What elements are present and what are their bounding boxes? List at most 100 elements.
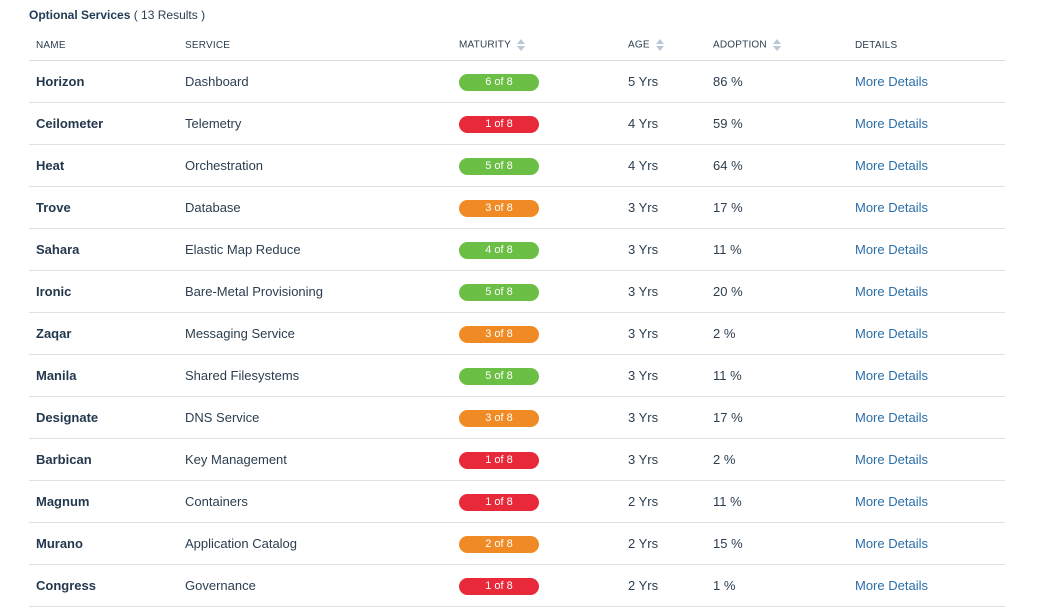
details-cell: More Details xyxy=(848,228,1005,271)
service-age: 2 Yrs xyxy=(621,564,706,607)
adoption-rate: 17 % xyxy=(706,396,848,439)
more-details-link[interactable]: More Details xyxy=(855,200,928,215)
adoption-rate: 17 % xyxy=(706,186,848,229)
more-details-link[interactable]: More Details xyxy=(855,494,928,509)
more-details-link[interactable]: More Details xyxy=(855,158,928,173)
table-row: Zaqar Messaging Service 3 of 8 3 Yrs 2 % More… xyxy=(29,312,1005,355)
more-details-link[interactable]: More Details xyxy=(855,536,928,551)
adoption-rate: 11 % xyxy=(706,228,848,271)
details-cell: More Details xyxy=(848,102,1005,145)
service-name: Murano xyxy=(29,522,178,565)
service-type: Containers xyxy=(178,480,452,523)
service-age: 3 Yrs xyxy=(621,354,706,397)
adoption-rate: 64 % xyxy=(706,144,848,187)
maturity-cell: 1 of 8 xyxy=(452,480,621,523)
column-header-service: SERVICE xyxy=(178,30,452,61)
column-header-details-label: DETAILS xyxy=(855,39,898,51)
sort-icon[interactable] xyxy=(772,39,781,51)
adoption-rate: 20 % xyxy=(706,270,848,313)
section-title: Optional Services xyxy=(29,8,131,22)
service-type: Database xyxy=(178,186,452,229)
column-header-age[interactable]: AGE xyxy=(621,30,706,61)
maturity-cell: 3 of 8 xyxy=(452,312,621,355)
service-name: Manila xyxy=(29,354,178,397)
table-body: Horizon Dashboard 6 of 8 5 Yrs 86 % More Deta… xyxy=(29,60,1005,607)
more-details-link[interactable]: More Details xyxy=(855,368,928,383)
details-cell: More Details xyxy=(848,312,1005,355)
column-header-name-label: NAME xyxy=(36,39,66,51)
service-name: Magnum xyxy=(29,480,178,523)
service-type: Application Catalog xyxy=(178,522,452,565)
maturity-badge: 1 of 8 xyxy=(459,577,539,595)
table-row: Designate DNS Service 3 of 8 3 Yrs 17 % More … xyxy=(29,396,1005,439)
service-age: 3 Yrs xyxy=(621,228,706,271)
service-name: Zaqar xyxy=(29,312,178,355)
sort-icon[interactable] xyxy=(655,39,664,51)
more-details-link[interactable]: More Details xyxy=(855,578,928,593)
service-age: 2 Yrs xyxy=(621,480,706,523)
service-age: 3 Yrs xyxy=(621,186,706,229)
service-type: Governance xyxy=(178,564,452,607)
details-cell: More Details xyxy=(848,144,1005,187)
service-type: Telemetry xyxy=(178,102,452,145)
service-type: Bare-Metal Provisioning xyxy=(178,270,452,313)
details-cell: More Details xyxy=(848,270,1005,313)
maturity-cell: 3 of 8 xyxy=(452,186,621,229)
maturity-cell: 3 of 8 xyxy=(452,396,621,439)
maturity-cell: 4 of 8 xyxy=(452,228,621,271)
details-cell: More Details xyxy=(848,438,1005,481)
adoption-rate: 11 % xyxy=(706,354,848,397)
details-cell: More Details xyxy=(848,354,1005,397)
more-details-link[interactable]: More Details xyxy=(855,326,928,341)
details-cell: More Details xyxy=(848,564,1005,607)
maturity-badge: 5 of 8 xyxy=(459,157,539,175)
maturity-badge: 3 of 8 xyxy=(459,325,539,343)
adoption-rate: 1 % xyxy=(706,564,848,607)
maturity-cell: 2 of 8 xyxy=(452,522,621,565)
table-row: Manila Shared Filesystems 5 of 8 3 Yrs 11 % M… xyxy=(29,354,1005,397)
maturity-cell: 5 of 8 xyxy=(452,354,621,397)
maturity-badge: 1 of 8 xyxy=(459,115,539,133)
adoption-rate: 2 % xyxy=(706,438,848,481)
service-name: Horizon xyxy=(29,60,178,103)
maturity-badge: 1 of 8 xyxy=(459,451,539,469)
maturity-cell: 1 of 8 xyxy=(452,438,621,481)
column-header-age-label: AGE xyxy=(628,39,650,51)
more-details-link[interactable]: More Details xyxy=(855,74,928,89)
maturity-badge: 6 of 8 xyxy=(459,73,539,91)
service-age: 3 Yrs xyxy=(621,438,706,481)
service-name: Ironic xyxy=(29,270,178,313)
results-header: Optional Services ( 13 Results ) xyxy=(29,8,205,22)
details-cell: More Details xyxy=(848,396,1005,439)
maturity-cell: 6 of 8 xyxy=(452,60,621,103)
table-row: Trove Database 3 of 8 3 Yrs 17 % More Details xyxy=(29,186,1005,229)
results-count: ( 13 Results ) xyxy=(133,8,206,22)
maturity-cell: 5 of 8 xyxy=(452,270,621,313)
maturity-badge: 3 of 8 xyxy=(459,199,539,217)
table-row: Heat Orchestration 5 of 8 4 Yrs 64 % More Det… xyxy=(29,144,1005,187)
service-type: DNS Service xyxy=(178,396,452,439)
column-header-service-label: SERVICE xyxy=(185,39,231,51)
service-type: Key Management xyxy=(178,438,452,481)
services-table: NAME SERVICE MATURITY AGE ADOPTION DETAI… xyxy=(29,30,1005,607)
table-row: Congress Governance 1 of 8 2 Yrs 1 % More Det… xyxy=(29,564,1005,607)
more-details-link[interactable]: More Details xyxy=(855,410,928,425)
service-name: Heat xyxy=(29,144,178,187)
adoption-rate: 86 % xyxy=(706,60,848,103)
maturity-badge: 4 of 8 xyxy=(459,241,539,259)
service-age: 5 Yrs xyxy=(621,60,706,103)
more-details-link[interactable]: More Details xyxy=(855,242,928,257)
service-age: 4 Yrs xyxy=(621,144,706,187)
table-row: Ceilometer Telemetry 1 of 8 4 Yrs 59 % More D… xyxy=(29,102,1005,145)
adoption-rate: 15 % xyxy=(706,522,848,565)
adoption-rate: 11 % xyxy=(706,480,848,523)
sort-icon[interactable] xyxy=(516,39,525,51)
table-row: Horizon Dashboard 6 of 8 5 Yrs 86 % More Deta… xyxy=(29,60,1005,103)
service-age: 3 Yrs xyxy=(621,312,706,355)
service-age: 3 Yrs xyxy=(621,396,706,439)
more-details-link[interactable]: More Details xyxy=(855,116,928,131)
more-details-link[interactable]: More Details xyxy=(855,284,928,299)
column-header-adoption[interactable]: ADOPTION xyxy=(706,30,848,61)
more-details-link[interactable]: More Details xyxy=(855,452,928,467)
column-header-maturity[interactable]: MATURITY xyxy=(452,30,621,61)
